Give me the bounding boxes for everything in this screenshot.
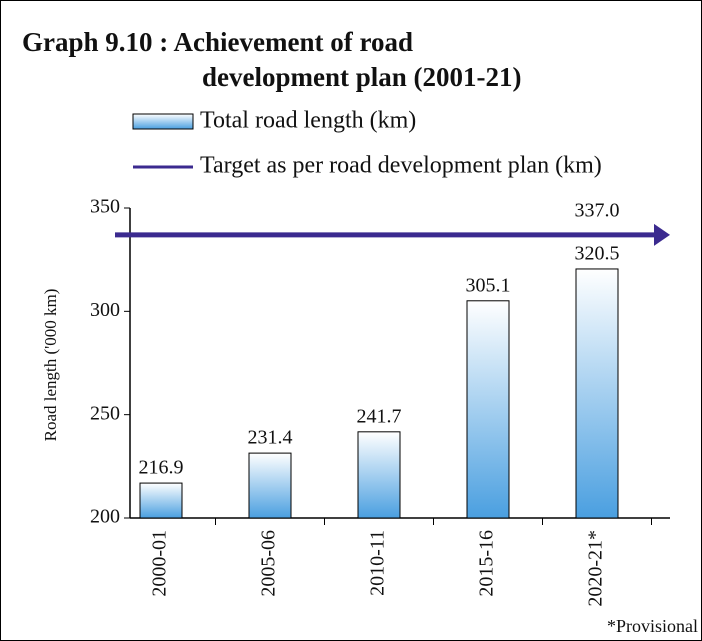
x-tick-label: 2010-11 — [367, 530, 389, 596]
data-label: 320.5 — [575, 243, 620, 265]
y-tick-label: 350 — [90, 196, 120, 218]
chart-title: Graph 9.10 : Achievement of road — [22, 27, 413, 57]
x-tick-label: 2020-21* — [585, 530, 607, 607]
data-label: 216.9 — [139, 457, 184, 479]
bar — [139, 482, 183, 519]
y-axis-label: Road length ('000 km) — [41, 289, 60, 442]
legend-label: Target as per road development plan (km) — [200, 153, 602, 179]
data-label: 241.7 — [357, 405, 402, 427]
bar — [248, 452, 292, 519]
y-tick-label: 200 — [90, 506, 120, 528]
bar — [357, 431, 401, 519]
legend-label: Total road length (km) — [200, 108, 416, 134]
footnote: *Provisional — [607, 616, 698, 636]
chart-title: development plan (2001-21) — [202, 62, 522, 92]
x-tick-label: 2000-01 — [149, 530, 171, 597]
data-label: 305.1 — [466, 274, 511, 296]
y-tick-label: 250 — [90, 402, 120, 424]
bar — [466, 300, 510, 519]
x-tick-label: 2015-16 — [476, 530, 498, 597]
legend-swatch — [132, 113, 194, 130]
y-tick-label: 300 — [90, 299, 120, 321]
data-label: 337.0 — [575, 199, 620, 221]
target-arrow — [654, 223, 670, 246]
bar — [575, 268, 619, 519]
data-label: 231.4 — [248, 427, 293, 449]
x-tick-label: 2005-06 — [258, 530, 280, 597]
